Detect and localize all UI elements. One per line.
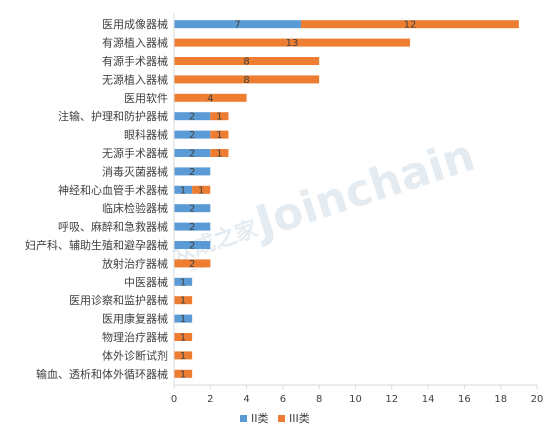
bar-ii: [174, 149, 211, 157]
legend-swatch: [240, 415, 247, 422]
bar-iii: [174, 369, 193, 378]
bar-ii: [174, 277, 193, 286]
category-label: 呼吸、麻醉和急救器械: [58, 220, 168, 234]
category-label: 临床检验器械: [102, 201, 168, 215]
data-label: 1: [180, 369, 186, 380]
category-label: 神经和心血管手术器械: [58, 183, 168, 197]
bar-ii: [174, 241, 211, 249]
x-axis: 0 2 4 6 8 10 12 14 16 18 20: [171, 13, 544, 405]
data-label: 2: [189, 222, 195, 233]
data-label: 12: [404, 20, 417, 31]
data-label: 1: [180, 351, 186, 362]
data-label: 1: [180, 314, 186, 325]
x-tick-label: 16: [458, 394, 471, 405]
category-label: 无源手术器械: [102, 146, 168, 160]
x-tick-label: 14: [422, 394, 435, 405]
data-label: 1: [216, 149, 222, 160]
x-tick-label: 20: [531, 394, 544, 405]
bar-iii: [301, 20, 519, 29]
category-label: 输血、透析和体外循环器械: [36, 367, 168, 381]
bar-iii: [210, 130, 229, 139]
category-label: 医用康复器械: [102, 312, 168, 326]
x-tick-label: 4: [243, 394, 249, 405]
data-label: 1: [180, 185, 186, 196]
x-tick-label: 6: [280, 394, 286, 405]
data-label: 8: [243, 57, 249, 68]
bar-iii: [174, 75, 320, 84]
x-tick-label: 8: [316, 394, 322, 405]
category-label: 医用软件: [124, 91, 168, 105]
legend-label: II类: [251, 411, 269, 425]
data-label: 13: [286, 38, 299, 49]
data-label: 1: [216, 130, 222, 141]
category-label: 中医器械: [124, 275, 168, 289]
category-label: 眼科器械: [124, 128, 168, 142]
category-label: 医用诊察和监护器械: [69, 293, 168, 307]
bar-ii: [174, 167, 211, 176]
watermark-brand: Joinchain: [247, 130, 481, 249]
data-label: 1: [180, 277, 186, 288]
category-labels: 医用成像器械有源植入器械有源手术器械无源植入器械医用软件注输、护理和防护器械眼科…: [25, 17, 168, 381]
category-label: 消毒灭菌器械: [102, 164, 168, 178]
data-label: 4: [207, 93, 213, 104]
x-tick-label: 12: [385, 394, 398, 405]
bar-iii: [174, 259, 211, 268]
bar-iii: [174, 351, 193, 360]
x-tick-label: 10: [349, 394, 362, 405]
data-label: 7: [234, 20, 240, 31]
data-label: 2: [189, 130, 195, 141]
category-label: 物理治疗器械: [102, 330, 168, 344]
bar-iii: [174, 93, 247, 102]
data-label: 1: [216, 112, 222, 123]
legend-swatch: [278, 415, 285, 422]
data-label: 2: [189, 204, 195, 215]
category-label: 放射治疗器械: [102, 256, 168, 270]
bar-ii: [174, 20, 302, 29]
data-label: 8: [243, 75, 249, 86]
bar-iii: [192, 185, 211, 194]
legend-label: III类: [289, 411, 310, 425]
bar-iii: [174, 333, 193, 341]
legend: II类 III类: [240, 411, 310, 425]
bar-iii: [174, 296, 193, 305]
data-label: 2: [189, 241, 195, 252]
x-tick-label: 18: [494, 394, 507, 405]
bar-iii: [210, 149, 229, 157]
data-label: 2: [189, 149, 195, 160]
data-label: 2: [189, 259, 195, 270]
bar-iii: [210, 112, 229, 121]
bar-ii: [174, 112, 211, 121]
data-label: 2: [189, 112, 195, 123]
bar-ii: [174, 314, 193, 323]
x-tick-label: 0: [171, 394, 177, 405]
bar-ii: [174, 222, 211, 231]
category-label: 有源植入器械: [102, 36, 168, 50]
category-label: 无源植入器械: [102, 72, 168, 86]
bar-ii: [174, 185, 193, 194]
category-label: 体外诊断试剂: [102, 348, 168, 362]
x-tick-label: 2: [207, 394, 213, 405]
category-label: 医用成像器械: [102, 17, 168, 31]
data-label: 1: [198, 185, 204, 196]
bar-ii: [174, 204, 211, 213]
bar-ii: [174, 130, 211, 139]
category-label: 妇产科、辅助生殖和避孕器械: [25, 238, 168, 252]
data-label: 1: [180, 296, 186, 307]
bar-iii: [174, 57, 320, 65]
category-label: 有源手术器械: [102, 54, 168, 68]
bar-iii: [174, 38, 410, 47]
category-label: 注输、护理和防护器械: [58, 109, 168, 123]
data-label: 2: [189, 167, 195, 178]
data-label: 1: [180, 333, 186, 344]
